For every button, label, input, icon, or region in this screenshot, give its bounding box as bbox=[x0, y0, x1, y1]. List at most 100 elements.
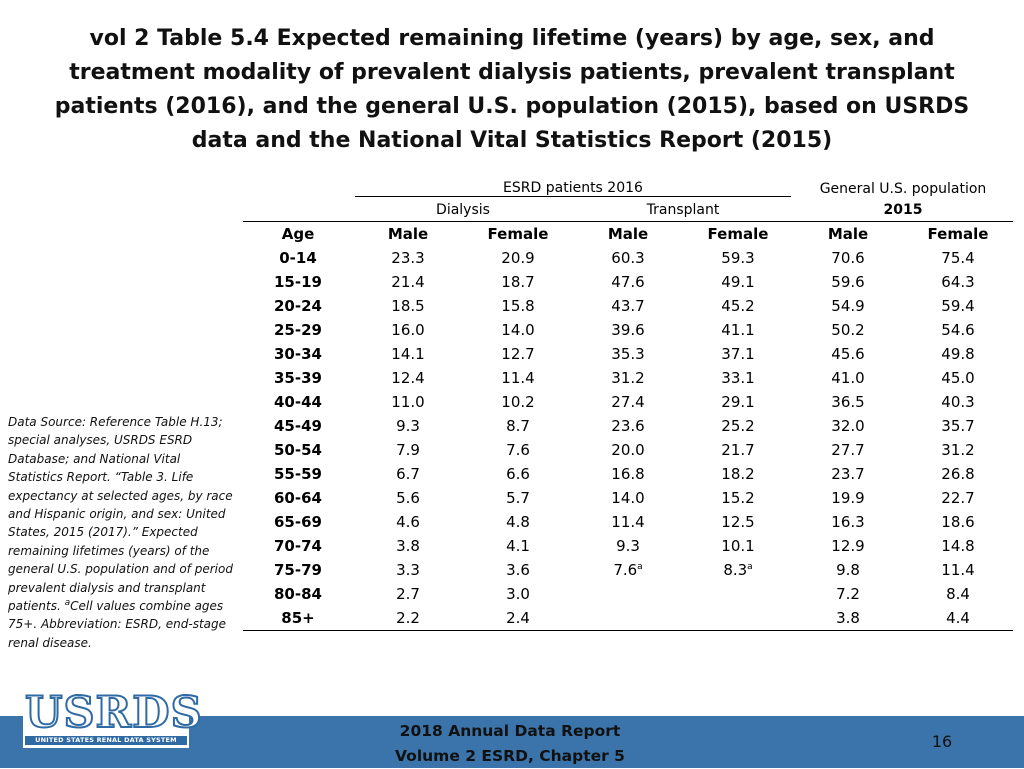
value-cell-general-female: 45.0 bbox=[903, 366, 1013, 390]
group-header-esrd-label: ESRD patients 2016 bbox=[503, 180, 643, 196]
value-cell-general-male: 50.2 bbox=[793, 318, 903, 342]
value-cell-general-female: 40.3 bbox=[903, 390, 1013, 414]
value-text: 18.7 bbox=[501, 273, 535, 291]
value-text: 21.7 bbox=[721, 441, 755, 459]
age-cell: 80-84 bbox=[274, 585, 322, 603]
value-text: 23.7 bbox=[831, 465, 865, 483]
value-cell-transplant-male: 39.6 bbox=[573, 318, 683, 342]
value-text: 14.8 bbox=[941, 537, 975, 555]
value-cell-dialysis-female: 4.8 bbox=[463, 510, 573, 534]
value-text: 7.2 bbox=[836, 585, 860, 603]
value-text: 4.4 bbox=[946, 609, 970, 627]
value-cell-general-male: 59.6 bbox=[793, 270, 903, 294]
value-cell-dialysis-male: 18.5 bbox=[353, 294, 463, 318]
table-row: 55-59 6.7 6.6 16.8 18.2 23.7 26.8 bbox=[243, 462, 1013, 486]
value-text: 15.8 bbox=[501, 297, 535, 315]
value-text: 9.3 bbox=[616, 537, 640, 555]
value-text: 35.3 bbox=[611, 345, 645, 363]
value-cell-transplant-male bbox=[573, 582, 683, 606]
value-text: 26.8 bbox=[941, 465, 975, 483]
value-text: 5.6 bbox=[396, 489, 420, 507]
value-text: 3.8 bbox=[396, 537, 420, 555]
value-cell-general-female: 75.4 bbox=[903, 246, 1013, 270]
value-cell-general-female: 11.4 bbox=[903, 558, 1013, 582]
header-row-columns: Age Male Female Male Female Male Female bbox=[243, 222, 1013, 247]
value-cell-dialysis-female: 5.7 bbox=[463, 486, 573, 510]
value-text: 4.6 bbox=[396, 513, 420, 531]
table-row: 25-29 16.0 14.0 39.6 41.1 50.2 54.6 bbox=[243, 318, 1013, 342]
value-cell-general-female: 14.8 bbox=[903, 534, 1013, 558]
value-cell-transplant-female: 41.1 bbox=[683, 318, 793, 342]
age-cell: 25-29 bbox=[274, 321, 322, 339]
value-text: 8.3 bbox=[723, 561, 748, 579]
table-row: 85+ 2.2 2.4 3.8 4.4 bbox=[243, 606, 1013, 631]
value-text: 18.2 bbox=[721, 465, 755, 483]
table-row: 45-49 9.3 8.7 23.6 25.2 32.0 35.7 bbox=[243, 414, 1013, 438]
life-expectancy-table-container: ESRD patients 2016 General U.S. populati… bbox=[243, 172, 1013, 631]
subgroup-header-dialysis: Dialysis bbox=[353, 199, 573, 222]
usrds-logo-subtitle: UNITED STATES RENAL DATA SYSTEM bbox=[25, 736, 187, 745]
value-cell-dialysis-male: 2.7 bbox=[353, 582, 463, 606]
value-text: 59.6 bbox=[831, 273, 865, 291]
value-cell-dialysis-male: 6.7 bbox=[353, 462, 463, 486]
age-cell: 60-64 bbox=[274, 489, 322, 507]
age-cell: 20-24 bbox=[274, 297, 322, 315]
value-cell-general-female: 18.6 bbox=[903, 510, 1013, 534]
table-row: 80-84 2.7 3.0 7.2 8.4 bbox=[243, 582, 1013, 606]
value-cell-transplant-female bbox=[683, 606, 793, 631]
value-cell-general-female: 59.4 bbox=[903, 294, 1013, 318]
subgroup-header-general-year: 2015 bbox=[793, 199, 1013, 222]
value-cell-dialysis-female: 3.6 bbox=[463, 558, 573, 582]
value-text: 45.0 bbox=[941, 369, 975, 387]
value-cell-general-male: 7.2 bbox=[793, 582, 903, 606]
life-expectancy-table: ESRD patients 2016 General U.S. populati… bbox=[243, 172, 1013, 631]
subgroup-header-dialysis-label: Dialysis bbox=[436, 202, 490, 218]
value-cell-dialysis-male: 14.1 bbox=[353, 342, 463, 366]
value-text: 31.2 bbox=[941, 441, 975, 459]
age-cell: 45-49 bbox=[274, 417, 322, 435]
value-cell-transplant-male: 60.3 bbox=[573, 246, 683, 270]
value-text: 10.1 bbox=[721, 537, 755, 555]
value-text: 7.6 bbox=[613, 561, 638, 579]
value-cell-dialysis-female: 4.1 bbox=[463, 534, 573, 558]
value-cell-transplant-female: 18.2 bbox=[683, 462, 793, 486]
value-cell-general-female: 49.8 bbox=[903, 342, 1013, 366]
value-text: 60.3 bbox=[611, 249, 645, 267]
value-text: 12.7 bbox=[501, 345, 535, 363]
value-text: 49.1 bbox=[721, 273, 755, 291]
age-cell: 65-69 bbox=[274, 513, 322, 531]
value-text: 11.0 bbox=[391, 393, 425, 411]
table-row: 30-34 14.1 12.7 35.3 37.1 45.6 49.8 bbox=[243, 342, 1013, 366]
value-cell-general-female: 4.4 bbox=[903, 606, 1013, 631]
value-cell-transplant-male: 11.4 bbox=[573, 510, 683, 534]
value-cell-general-female: 31.2 bbox=[903, 438, 1013, 462]
value-cell-transplant-female: 21.7 bbox=[683, 438, 793, 462]
age-cell: 85+ bbox=[243, 606, 353, 631]
value-cell-general-female: 64.3 bbox=[903, 270, 1013, 294]
usrds-logo-wordmark: USRDS bbox=[24, 687, 203, 739]
value-text: 4.8 bbox=[506, 513, 530, 531]
value-cell-general-male: 9.8 bbox=[793, 558, 903, 582]
value-text: 41.0 bbox=[831, 369, 865, 387]
value-cell-transplant-male bbox=[573, 606, 683, 631]
value-cell-transplant-female: 49.1 bbox=[683, 270, 793, 294]
value-text: 12.9 bbox=[831, 537, 865, 555]
value-cell-general-male: 45.6 bbox=[793, 342, 903, 366]
value-text: 39.6 bbox=[611, 321, 645, 339]
value-text: 27.4 bbox=[611, 393, 645, 411]
value-text: 23.3 bbox=[391, 249, 425, 267]
value-cell-transplant-male: 9.3 bbox=[573, 534, 683, 558]
age-cell: 70-74 bbox=[274, 537, 322, 555]
age-cell: 15-19 bbox=[274, 273, 322, 291]
value-text: 23.6 bbox=[611, 417, 645, 435]
value-text: 18.5 bbox=[391, 297, 425, 315]
footnote-marker: a bbox=[747, 562, 753, 572]
table-row: 0-14 23.3 20.9 60.3 59.3 70.6 75.4 bbox=[243, 246, 1013, 270]
value-cell-transplant-male: 31.2 bbox=[573, 366, 683, 390]
value-text: 3.8 bbox=[836, 609, 860, 627]
value-cell-dialysis-female: 8.7 bbox=[463, 414, 573, 438]
value-text: 14.0 bbox=[611, 489, 645, 507]
value-cell-dialysis-male: 9.3 bbox=[353, 414, 463, 438]
table-row: 40-44 11.0 10.2 27.4 29.1 36.5 40.3 bbox=[243, 390, 1013, 414]
value-cell-dialysis-female: 11.4 bbox=[463, 366, 573, 390]
